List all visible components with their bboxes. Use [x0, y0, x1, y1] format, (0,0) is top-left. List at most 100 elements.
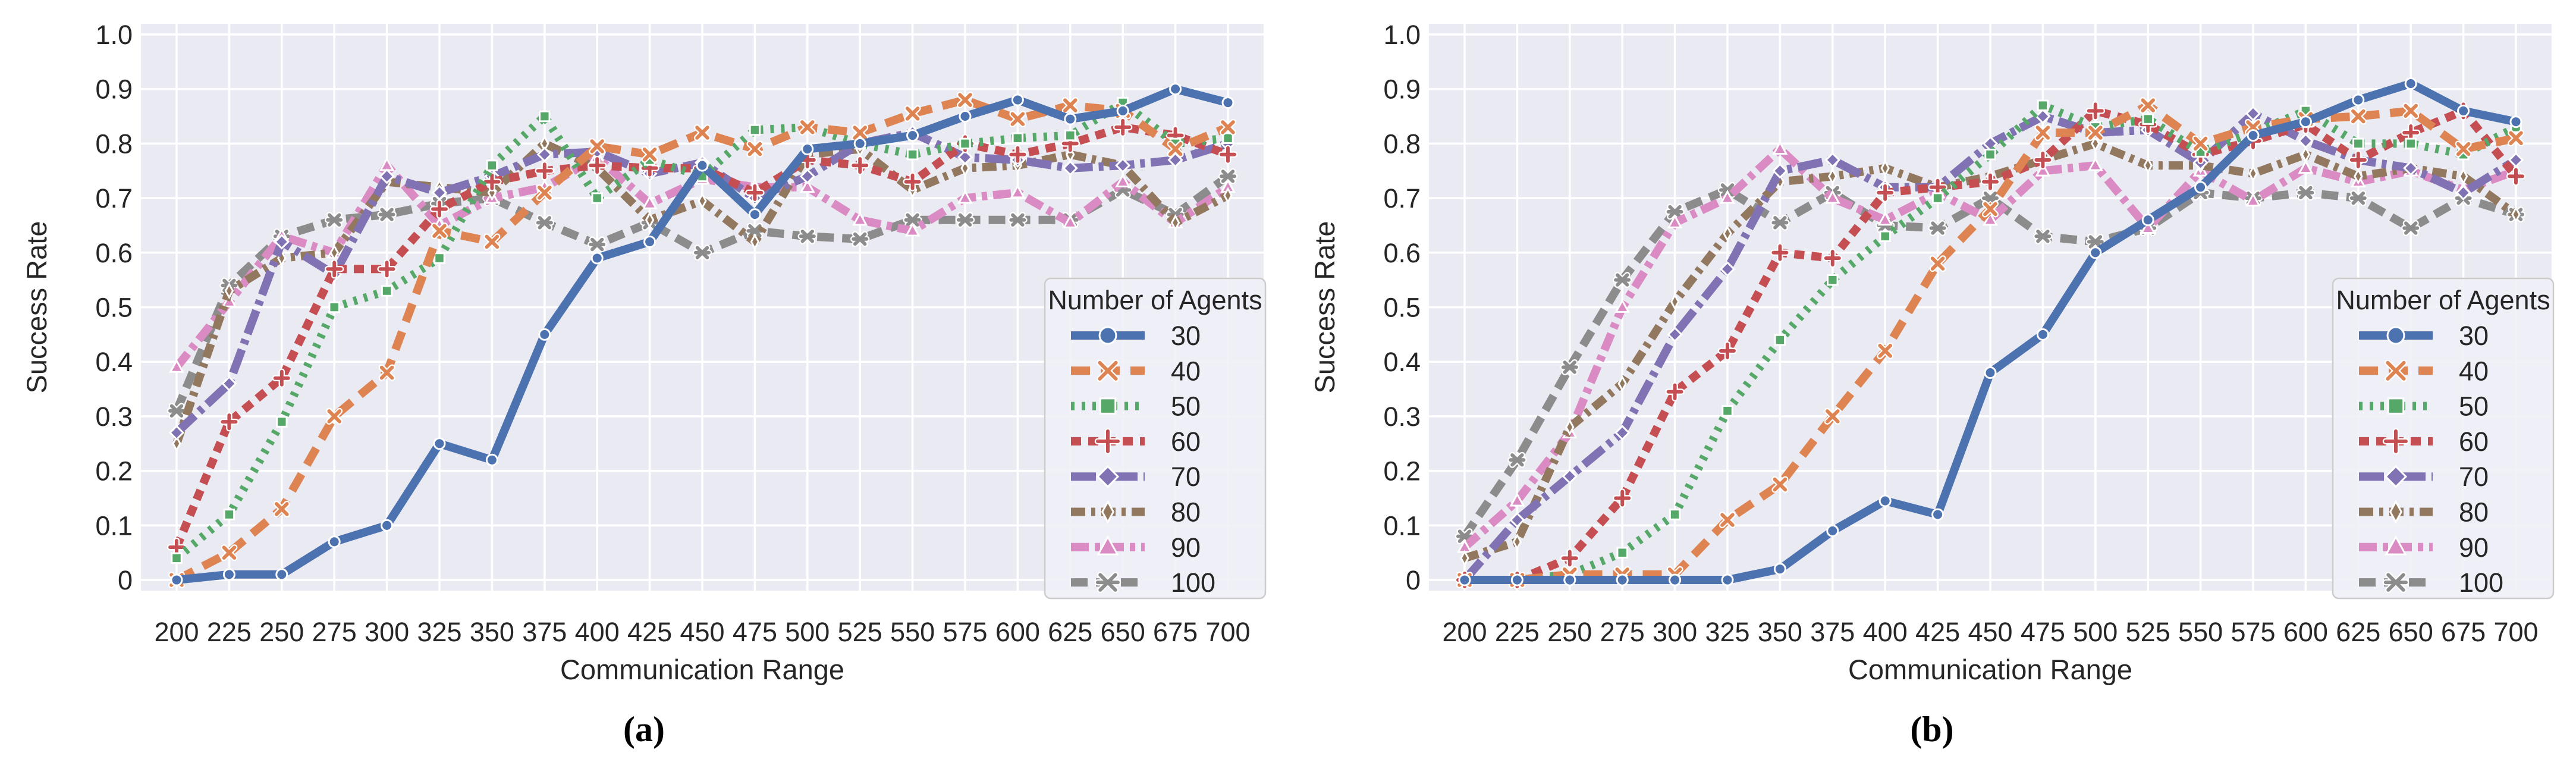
chart-svg-b: 200 225 250 275 300 325 350 375 400 425 450 475 500 5…: [1309, 20, 2555, 685]
marker-x: [1773, 477, 1788, 492]
marker-star: [852, 232, 869, 246]
marker-diamond: [2508, 152, 2524, 168]
marker-x: [2509, 131, 2523, 146]
y-tick-label: 1.0: [1383, 20, 1421, 50]
marker-star: [378, 208, 395, 221]
marker-square: [1669, 509, 1681, 520]
y-tick-label: 0.9: [95, 74, 133, 105]
marker-thin-diamond: [1880, 159, 1890, 177]
marker-circle: [853, 137, 866, 150]
y-axis-title: Success Rate: [21, 221, 52, 394]
marker-square: [1011, 132, 1024, 144]
marker-diamond: [799, 168, 815, 184]
x-tick-label: 250: [259, 617, 304, 647]
marker-diamond: [2245, 105, 2261, 122]
marker-circle: [1011, 93, 1024, 106]
series-80-line: [1463, 139, 2519, 562]
y-tick-label: 0.3: [1383, 402, 1421, 432]
marker-star: [1561, 360, 1578, 374]
x-tick-label: 600: [2283, 617, 2328, 647]
marker-plus: [1929, 178, 1946, 196]
marker-circle: [1221, 96, 1234, 109]
legend-label: 100: [1171, 567, 1215, 598]
marker-thin-diamond: [1617, 375, 1627, 392]
x-tick-label: 550: [2178, 617, 2223, 647]
legend-label: 100: [2459, 567, 2503, 598]
marker-square: [1827, 274, 1839, 286]
marker-square: [1099, 397, 1117, 415]
marker-square: [1931, 192, 1944, 204]
marker-triangle: [904, 222, 921, 237]
marker-x: [2351, 109, 2365, 124]
marker-diamond: [1667, 327, 1683, 343]
marker-circle: [2036, 328, 2049, 341]
x-tick-label: 675: [1153, 617, 1198, 647]
marker-x: [2193, 136, 2208, 151]
line-chart-a: 200 225 250 275 300 325 350 375 400 425 450 475 500 5…: [0, 0, 1288, 778]
legend-box: [1044, 277, 1267, 600]
marker-x: [1826, 409, 1840, 424]
marker-plus: [483, 173, 501, 190]
y-tick-label: 0.9: [1383, 74, 1421, 105]
marker-star: [1666, 205, 1683, 219]
marker-circle: [959, 110, 972, 123]
marker-diamond: [1509, 512, 1525, 528]
x-tick-label: 300: [1653, 617, 1697, 647]
x-tick-label: 700: [2493, 617, 2538, 647]
y-tick-label: 0: [118, 565, 133, 595]
marker-star: [694, 246, 711, 260]
legend-label: 80: [1171, 497, 1201, 528]
legend-label: 60: [2459, 426, 2489, 457]
marker-square: [2142, 113, 2154, 125]
marker-square: [171, 552, 183, 564]
chart-svg-a: 200 225 250 275 300 325 350 375 400 425 450 475 500 5…: [21, 20, 1267, 685]
legend-item-50: 50: [1071, 391, 1201, 422]
x-tick-label: 400: [1863, 617, 1908, 647]
marker-diamond: [221, 375, 237, 392]
marker-x: [327, 409, 341, 424]
legend-item-70: 70: [1071, 462, 1201, 492]
x-tick-label: 375: [522, 617, 567, 647]
marker-triangle: [1772, 140, 1788, 155]
x-axis-title: Communication Range: [560, 654, 844, 685]
marker-triangle: [1983, 211, 1998, 226]
marker-diamond: [1562, 468, 1578, 484]
marker-square: [749, 124, 761, 136]
marker-star: [799, 230, 816, 243]
marker-circle: [2509, 115, 2522, 128]
series-50-line: [1465, 101, 2518, 584]
marker-x: [958, 93, 972, 107]
marker-diamond: [1719, 261, 1736, 277]
series-40: [168, 91, 1237, 589]
marker-square: [328, 301, 340, 313]
marker-circle: [381, 519, 394, 532]
marker-plus: [2034, 151, 2052, 168]
legend-item-90: 90: [2359, 532, 2489, 563]
marker-circle: [801, 143, 814, 156]
marker-star: [2034, 230, 2052, 243]
marker-triangle: [1667, 214, 1683, 228]
legend-item-80: 80: [1071, 497, 1201, 528]
marker-square: [1774, 334, 1786, 346]
marker-circle: [170, 573, 183, 586]
legend-label: 40: [1171, 356, 1201, 386]
x-tick-label: 200: [1442, 617, 1487, 647]
marker-triangle: [1010, 184, 1026, 199]
marker-triangle: [957, 189, 973, 204]
x-tick-label: 575: [943, 617, 987, 647]
x-tick-label: 575: [2231, 617, 2275, 647]
marker-plus: [2384, 429, 2408, 453]
marker-thin-diamond: [1460, 550, 1469, 567]
series-90-line: [1462, 145, 2518, 551]
marker-plus: [536, 162, 553, 180]
marker-thin-diamond: [2354, 168, 2363, 185]
x-tick-label: 675: [2441, 617, 2486, 647]
marker-square: [486, 159, 498, 171]
marker-plus: [2508, 168, 2524, 185]
marker-circle: [1563, 573, 1576, 586]
x-tick-label: 475: [733, 617, 777, 647]
marker-star: [326, 213, 343, 227]
marker-star: [1220, 170, 1236, 183]
marker-circle: [1169, 83, 1182, 96]
marker-circle: [2352, 93, 2365, 106]
